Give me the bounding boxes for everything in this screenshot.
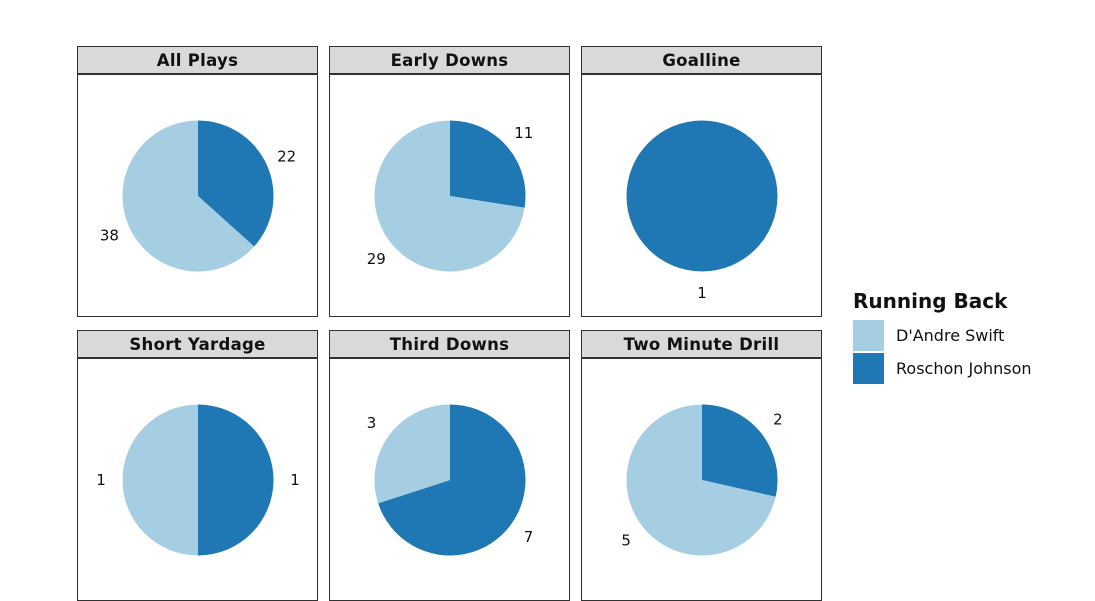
pie-svg: 1 — [626, 120, 778, 302]
facet-strip-label: Short Yardage — [77, 330, 318, 359]
pie-slice-roschon-johnson — [198, 120, 274, 247]
facet-strip-label: Goalline — [581, 46, 822, 75]
data-label-d-andre-swift: 38 — [100, 226, 119, 244]
facet-panel-short-yardage: Short Yardage 1 1 — [77, 330, 318, 601]
pie-slice-d-andre-swift — [122, 404, 198, 556]
data-label-d-andre-swift: 5 — [621, 531, 631, 549]
facet-panel-third-downs: Third Downs 7 3 — [329, 330, 570, 601]
legend: Running Back D'Andre Swift Roschon Johns… — [853, 289, 1032, 385]
legend-title: Running Back — [853, 289, 1008, 313]
pie-slice-roschon-johnson — [450, 120, 526, 208]
facet-strip-label: Early Downs — [329, 46, 570, 75]
pie-slice-d-andre-swift — [374, 404, 450, 504]
chart-title — [0, 0, 1095, 8]
data-label-roschon-johnson: 7 — [524, 528, 534, 546]
pie-svg: 73 — [367, 404, 534, 556]
pie-slice-roschon-johnson — [626, 120, 778, 272]
legend-key-johnson — [853, 353, 884, 384]
pie-svg: 11 29 — [367, 120, 533, 272]
pie-svg: 11 — [96, 404, 300, 556]
legend-key-swift — [853, 320, 884, 351]
pie-slice-d-andre-swift — [626, 404, 776, 556]
pie-slice-roschon-johnson — [702, 404, 778, 497]
legend-label-swift: D'Andre Swift — [896, 326, 1005, 345]
facet-panel-two-minute-drill: Two Minute Drill 2 5 — [581, 330, 822, 601]
pie-slice-roschon-johnson — [378, 404, 526, 556]
pie-svg: 22 38 — [100, 120, 296, 272]
data-label-d-andre-swift: 3 — [367, 414, 377, 432]
legend-label-johnson: Roschon Johnson — [896, 359, 1032, 378]
facet-panel-goalline: Goalline 1 — [581, 46, 822, 317]
pie-svg: 25 — [621, 404, 783, 556]
facet-strip-label: Two Minute Drill — [581, 330, 822, 359]
pie-slice-d-andre-swift — [374, 120, 525, 272]
pie-slice-d-andre-swift — [122, 120, 255, 272]
data-label-roschon-johnson: 2 — [773, 411, 783, 429]
facet-plot-area: 22 38 — [77, 75, 318, 317]
facet-panel-all-plays: All Plays 22 38 — [77, 46, 318, 317]
data-label-roschon-johnson: 1 — [290, 471, 300, 489]
data-label-d-andre-swift: 29 — [367, 250, 386, 268]
facet-strip-label: All Plays — [77, 46, 318, 75]
facet-plot-area: 1 — [581, 75, 822, 317]
facet-strip-label: Third Downs — [329, 330, 570, 359]
data-label-roschon-johnson: 1 — [697, 284, 707, 302]
legend-item-swift: D'Andre Swift — [853, 319, 1032, 352]
facet-panel-early-downs: Early Downs 11 29 — [329, 46, 570, 317]
data-label-roschon-johnson: 22 — [277, 148, 296, 166]
facet-plot-area: 11 29 — [329, 75, 570, 317]
data-label-d-andre-swift: 1 — [96, 471, 106, 489]
pie-slice-roschon-johnson — [198, 404, 274, 556]
data-label-roschon-johnson: 11 — [514, 124, 533, 142]
legend-item-johnson: Roschon Johnson — [853, 352, 1032, 385]
